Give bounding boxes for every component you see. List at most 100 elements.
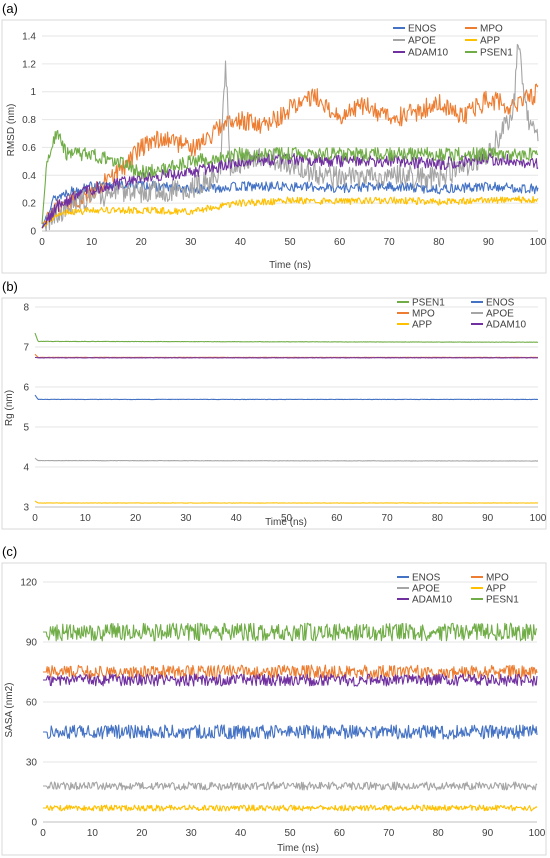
chart-a-x-tick-label: 30 [185,237,197,248]
chart-b-legend-label: APOE [486,309,514,320]
chart-c-legend-entry: APP [471,584,506,595]
chart-c-legend-label: ADAM10 [412,595,452,606]
chart-c-x-tick-label: 0 [40,828,46,839]
chart-b-y-axis-title: Rg (nm) [4,390,15,426]
panel-c-label: (c) [2,544,17,559]
chart-a-legend-label: PSEN1 [480,48,513,59]
chart-a-legend-label: ENOS [408,24,437,35]
chart-a-legend-entry: MPO [465,24,503,35]
chart-a-x-tick-label: 100 [530,237,547,248]
chart-a-y-tick-label: 0.4 [22,171,36,182]
chart-b-legend-entry: PSEN1 [397,298,445,309]
chart-a-legend-entry: APP [465,36,500,47]
chart-b-x-tick-label: 10 [80,513,92,524]
chart-c-x-tick-label: 100 [529,828,546,839]
chart-a-y-tick-label: 1.4 [22,32,36,43]
chart-a-y-tick-label: 1 [30,87,36,98]
chart-c-legend-label: MPO [486,573,509,584]
chart-c-legend-label: ENOS [412,573,441,584]
chart-a-series-mpo [41,83,539,228]
chart-b-y-ticks: 3 4 5 6 7 8 [23,303,29,514]
chart-c-legend-entry: APOE [397,584,440,595]
chart-a-x-tick-label: 70 [384,237,396,248]
chart-b-x-tick-label: 30 [180,513,192,524]
chart-c-x-tick-label: 70 [383,828,395,839]
chart-b-legend-label: MPO [412,309,435,320]
chart-a-y-tick-label: 0.8 [22,115,36,126]
chart-c-x-tick-label: 20 [136,828,148,839]
chart-b-gridlines [35,306,538,508]
chart-b-y-tick-label: 5 [23,423,29,434]
chart-a-x-tick-label: 80 [433,237,445,248]
chart-c-x-tick-label: 80 [433,828,445,839]
chart-a-x-tick-label: 20 [136,237,148,248]
chart-a-series-apoe [41,43,539,232]
panel-a: (a) 0 10 20 30 40 50 60 70 80 90 100 0 0.2 0.4 0.6 0.8… [1,1,547,274]
chart-a-x-ticks: 0 10 20 30 40 50 60 70 80 90 100 [39,237,547,248]
chart-c-legend-label: PESN1 [486,595,519,606]
chart-b-x-tick-label: 40 [231,513,243,524]
chart-a-legend-label: MPO [480,24,503,35]
chart-b-legend-label: ADAM10 [486,320,526,331]
chart-b-x-tick-label: 80 [432,513,444,524]
chart-b-x-tick-label: 50 [281,513,293,524]
panel-c: (c) 0 10 20 30 40 50 60 70 80 90 100 0 30 60 90 120 Ti… [1,544,547,856]
chart-c-series-lines [43,622,538,812]
chart-a-x-tick-label: 50 [284,237,296,248]
chart-a-x-tick-label: 10 [86,237,98,248]
chart-b-series-adam10 [34,356,539,359]
chart-a-series-psen1 [41,130,539,225]
chart-c-series-enos [43,724,538,740]
chart-a-series-adam10 [41,152,539,229]
chart-a-legend-label: APP [480,36,500,47]
chart-c-y-tick-label: 30 [26,758,38,769]
chart-b-series-app [34,500,539,504]
chart-b-legend-entry: APP [397,320,432,331]
chart-b-legend: PSEN1 ENOS MPO APOE APP ADAM10 [397,298,526,331]
chart-a-x-tick-label: 0 [39,237,45,248]
chart-a-y-tick-label: 1.2 [22,59,36,70]
chart-b-x-ticks: 0 10 20 30 40 50 60 70 80 90 100 [32,513,547,524]
chart-b-x-tick-label: 20 [130,513,142,524]
chart-c-legend-label: APP [486,584,506,595]
chart-a-series-app [41,195,539,229]
chart-c-x-tick-label: 10 [87,828,99,839]
chart-c-legend-entry: MPO [471,573,509,584]
chart-c-x-tick-label: 50 [284,828,296,839]
chart-c-series-pesn1 [43,622,538,642]
chart-a-y-ticks: 0 0.2 0.4 0.6 0.8 1 1.2 1.4 [22,32,36,238]
chart-a-legend: ENOS MPO APOE APP ADAM10 PSEN1 [393,24,513,59]
chart-c-x-tick-label: 40 [235,828,247,839]
chart-c-x-ticks: 0 10 20 30 40 50 60 70 80 90 100 [40,828,546,839]
chart-b-x-tick-label: 0 [32,513,38,524]
chart-c-y-axis-title: SASA (nm2) [4,682,15,737]
chart-c-gridlines [43,581,537,823]
chart-c-y-tick-label: 120 [20,578,37,589]
chart-c-legend: ENOS MPO APOE APP ADAM10 PESN1 [397,573,519,606]
chart-a-y-axis-title: RMSD (nm) [6,104,17,157]
chart-c-y-ticks: 0 30 60 90 120 [20,578,37,829]
chart-c-legend-entry: ADAM10 [397,595,452,606]
chart-a-y-tick-label: 0.2 [22,199,36,210]
chart-c-frame [1,562,547,856]
chart-a-legend-entry: ENOS [393,24,437,35]
chart-b-y-tick-label: 3 [23,503,29,514]
chart-c-series-mpo [43,664,538,680]
chart-b-x-tick-label: 90 [482,513,494,524]
chart-a-x-tick-label: 60 [334,237,346,248]
chart-b-x-tick-label: 60 [331,513,343,524]
chart-a-y-tick-label: 0 [30,227,36,238]
chart-b-x-tick-label: 100 [530,513,547,524]
panel-b: (b) 0 10 20 30 40 50 60 70 80 90 100 3 4 5 6 7 8 Time (… [1,279,547,530]
chart-b-y-tick-label: 6 [23,383,29,394]
chart-b-x-tick-label: 70 [382,513,394,524]
chart-c-series-app [43,804,538,812]
chart-b-legend-entry: APOE [471,309,514,320]
chart-c-legend-entry: ENOS [397,573,441,584]
chart-c-legend-label: APOE [412,584,440,595]
chart-c-y-tick-label: 60 [26,698,38,709]
chart-c-y-tick-label: 0 [31,818,37,829]
chart-b-y-tick-label: 7 [23,343,29,354]
chart-b-x-axis-title: Time (ns) [265,517,307,528]
